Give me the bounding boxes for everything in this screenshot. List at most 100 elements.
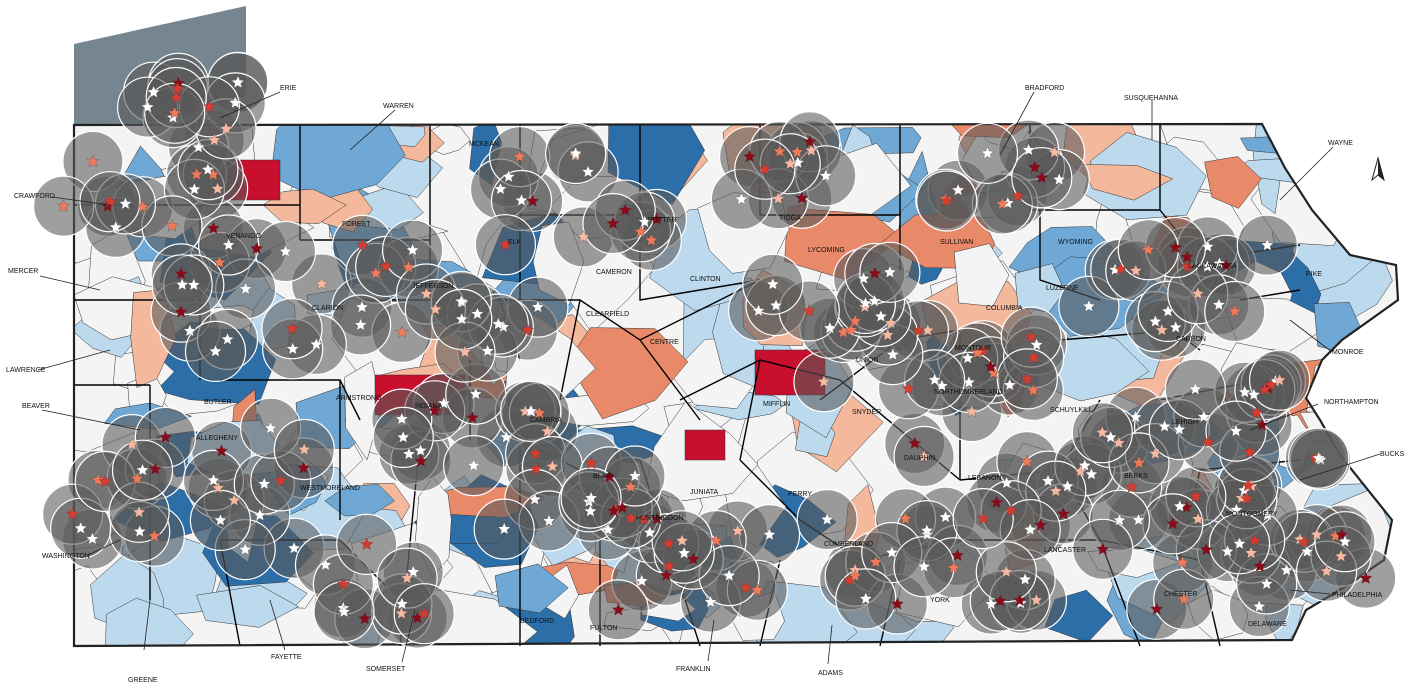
star-icon — [109, 220, 123, 233]
star-icon — [1004, 503, 1018, 517]
star-icon — [1212, 298, 1226, 311]
star-icon — [1312, 451, 1326, 464]
star-icon — [883, 265, 897, 278]
star-icon — [529, 462, 543, 475]
label-centre: CENTRE — [650, 339, 679, 346]
star-icon — [848, 314, 862, 327]
star-icon — [1260, 577, 1274, 590]
star-icon — [1169, 320, 1183, 334]
star-icon — [624, 511, 638, 524]
label-mercer: MERCER — [8, 268, 38, 275]
tract-polygon — [494, 563, 569, 614]
star-icon — [470, 307, 484, 320]
star-icon — [1161, 304, 1175, 318]
star-icon — [1255, 418, 1269, 431]
label-somerset: SOMERSET — [366, 666, 406, 673]
star-icon — [132, 505, 146, 518]
star-icon — [1238, 385, 1252, 398]
star-icon — [881, 328, 895, 341]
star-icon — [920, 527, 934, 541]
star-icon — [1273, 373, 1287, 386]
label-union: UNION — [856, 357, 879, 364]
star-icon — [734, 192, 748, 205]
star-icon — [183, 324, 197, 337]
star-icon — [354, 318, 368, 331]
state-boundary — [72, 122, 1400, 648]
star-icon — [165, 219, 179, 232]
star-icon — [1177, 592, 1191, 605]
star-icon — [1023, 522, 1037, 536]
star-icon — [970, 346, 985, 359]
star-icon — [1197, 410, 1211, 423]
star-icon — [965, 404, 979, 418]
star-icon — [286, 342, 300, 355]
star-icon — [201, 162, 215, 176]
star-icon — [606, 216, 620, 230]
label-snyder: SNYDER — [852, 409, 881, 416]
star-icon — [686, 552, 700, 565]
star-icon — [297, 461, 311, 474]
star-icon — [531, 300, 545, 313]
tract-polygon — [196, 585, 299, 628]
label-perry: PERRY — [788, 491, 812, 498]
star-icon — [884, 316, 898, 329]
star-icon — [141, 100, 155, 113]
star-icon — [250, 241, 264, 255]
star-icon — [662, 559, 676, 572]
label-forest: FOREST — [342, 221, 371, 228]
star-icon — [1250, 406, 1264, 419]
star-icon — [1252, 599, 1266, 613]
star-icon — [1300, 544, 1314, 558]
star-icon — [1248, 533, 1262, 547]
star-icon — [174, 305, 188, 318]
star-icon — [951, 183, 965, 196]
star-icon — [148, 462, 162, 475]
star-icon — [584, 456, 598, 469]
star-icon — [1280, 563, 1294, 576]
star-icon — [513, 149, 527, 163]
star-icon — [1219, 258, 1233, 271]
star-icon — [437, 396, 451, 410]
label-lackawanna: LACKAWANNA — [1188, 263, 1237, 270]
label-fulton: FULTON — [590, 625, 617, 632]
star-icon — [743, 149, 757, 163]
star-icon — [1229, 503, 1243, 516]
star-icon — [208, 344, 223, 357]
star-icon — [1150, 602, 1164, 615]
star-icon — [704, 595, 718, 608]
label-bucks: BUCKS — [1380, 451, 1404, 458]
star-icon — [264, 421, 278, 434]
star-icon — [987, 366, 1001, 379]
star-icon — [91, 473, 105, 486]
star-icon — [520, 323, 535, 336]
tract-polygon — [270, 124, 406, 201]
star-icon — [360, 537, 374, 550]
star-icon — [319, 558, 333, 571]
star-icon — [1125, 480, 1139, 493]
star-icon — [1129, 263, 1143, 277]
star-icon — [337, 604, 351, 618]
star-icon — [191, 140, 206, 153]
star-icon — [356, 238, 370, 251]
star-icon — [228, 96, 242, 109]
star-icon — [458, 345, 472, 358]
star-icon — [771, 191, 785, 205]
star-icon — [231, 75, 245, 89]
label-montgomery: MONTGOMERY — [1226, 511, 1278, 518]
star-icon — [215, 444, 229, 457]
star-icon — [1155, 323, 1169, 336]
star-icon — [133, 524, 147, 538]
star-icon — [844, 323, 858, 336]
label-dauphin: DAUPHIN — [904, 455, 936, 462]
label-northumberland: NORTHUMBERLAND — [934, 389, 1003, 396]
star-icon — [1041, 474, 1055, 487]
star-icon — [465, 411, 479, 424]
star-icon — [1148, 446, 1162, 460]
star-icon — [709, 533, 723, 547]
star-icon — [890, 597, 904, 610]
star-icon — [675, 533, 689, 547]
star-icon — [545, 459, 559, 473]
star-icon — [542, 514, 556, 527]
star-icon — [908, 436, 922, 449]
label-indiana: INDIANA — [414, 403, 443, 410]
